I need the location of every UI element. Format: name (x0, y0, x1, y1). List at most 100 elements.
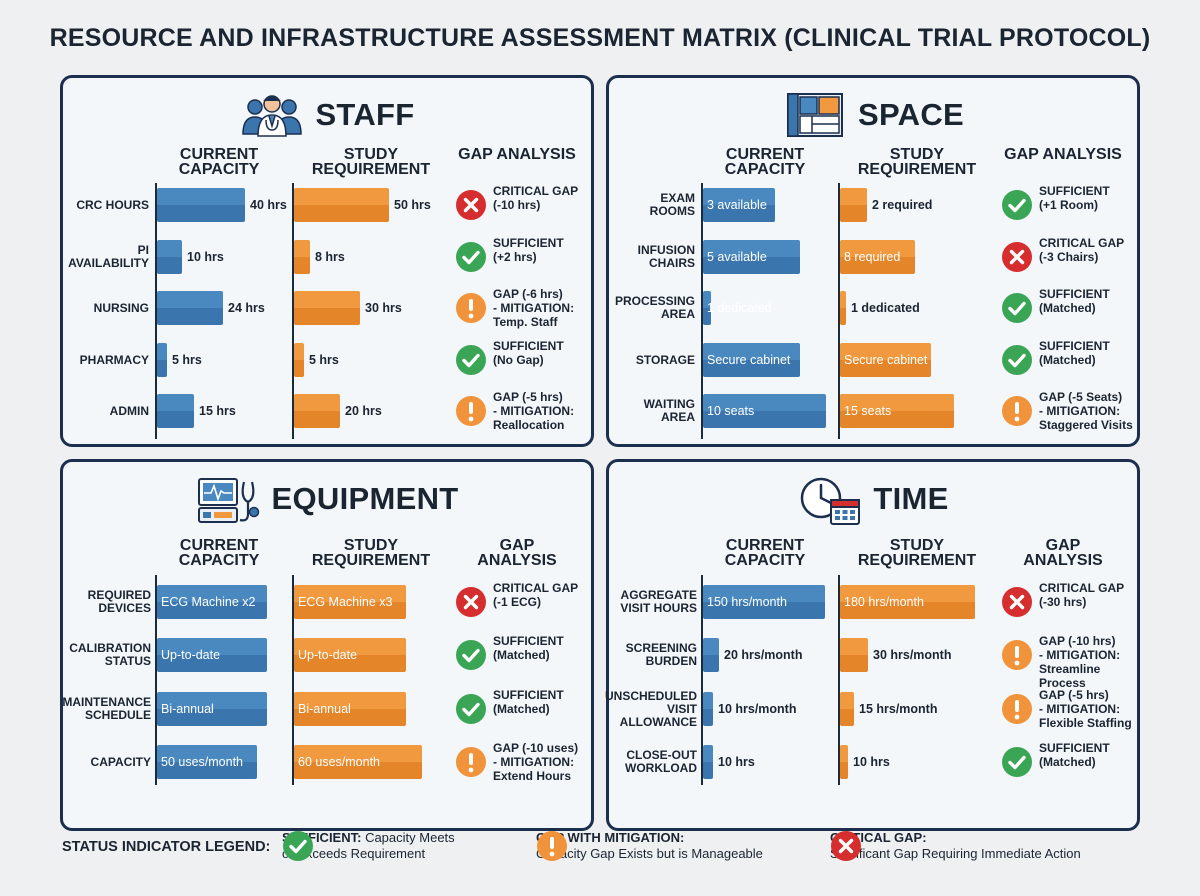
panel-title: EQUIPMENT (271, 481, 459, 516)
gap-analysis-text: SUFFICIENT (+2 hrs) (493, 236, 564, 264)
requirement-value: 1 dedicated (851, 301, 920, 315)
column-header: STUDY REQUIREMENT (857, 146, 977, 178)
panel-title: STAFF (315, 97, 415, 132)
gap-analysis-text: SUFFICIENT (Matched) (493, 688, 564, 716)
column-header: CURRENT CAPACITY (724, 537, 806, 569)
panel-title: TIME (873, 481, 949, 516)
current-bar (703, 638, 719, 672)
gap-analysis-text: SUFFICIENT (+1 Room) (1039, 184, 1110, 212)
gap-analysis-text: SUFFICIENT (Matched) (1039, 339, 1110, 367)
panel-heading: STAFF (63, 92, 591, 138)
current-axis (155, 183, 157, 439)
check-icon (1001, 746, 1033, 778)
requirement-axis (838, 575, 840, 785)
check-icon (455, 693, 487, 725)
panel-heading: SPACE (609, 92, 1137, 138)
current-bar (703, 585, 825, 619)
requirement-value: 15 hrs/month (859, 702, 938, 716)
check-icon (455, 639, 487, 671)
gap-analysis-text: CRITICAL GAP (-10 hrs) (493, 184, 579, 212)
requirement-bar (294, 692, 406, 726)
requirement-bar (294, 638, 406, 672)
legend-desc: Capacity Meets (361, 830, 455, 845)
requirement-bar (840, 585, 975, 619)
requirement-bar (294, 240, 310, 274)
requirement-bar (840, 394, 954, 428)
legend-desc: or Exceeds Requirement (282, 846, 426, 861)
gap-analysis-text: SUFFICIENT (Matched) (1039, 287, 1110, 315)
gap-analysis-text: CRITICAL GAP (-1 ECG) (493, 581, 579, 609)
x-icon (1001, 586, 1033, 618)
requirement-bar (294, 585, 406, 619)
column-header: CURRENT CAPACITY (178, 146, 260, 178)
column-header: STUDY REQUIREMENT (857, 537, 977, 569)
current-axis (155, 575, 157, 785)
current-value: 3 available (707, 198, 767, 212)
requirement-value: 20 hrs (345, 404, 382, 418)
requirement-value: 2 required (872, 198, 933, 212)
current-bar (157, 188, 245, 222)
row-label: REQUIRED DEVICES (87, 588, 151, 615)
check-icon (455, 241, 487, 273)
current-value: 10 hrs (718, 755, 755, 769)
current-bar (157, 585, 267, 619)
requirement-value: 60 uses/month (298, 755, 380, 769)
current-bar (703, 745, 713, 779)
x-icon (455, 586, 487, 618)
gap-analysis-text: GAP (-10 uses) - MITIGATION: Extend Hour… (493, 741, 579, 783)
requirement-bar (840, 343, 931, 377)
legend-item-mitigation: GAP WITH MITIGATION: Capacity Gap Exists … (536, 830, 763, 862)
requirement-bar (840, 240, 915, 274)
row-label: PHARMACY (79, 352, 149, 367)
gap-analysis-text: GAP (-6 hrs) - MITIGATION: Temp. Staff (493, 287, 575, 329)
panel-time: TIME CURRENT CAPACITY STUDY REQUIREMENT GAP… (605, 459, 1140, 831)
monitor-stethoscope-icon (196, 476, 262, 523)
row-label: PROCESSING AREA (614, 294, 695, 321)
current-value: Up-to-date (161, 648, 221, 662)
column-header: GAP ANALYSIS (1004, 146, 1122, 163)
column-header: GAP ANALYSIS (1023, 537, 1103, 569)
legend-title: GAP WITH MITIGATION: (536, 830, 685, 845)
staff-icon (239, 92, 305, 138)
requirement-value: 5 hrs (309, 353, 339, 367)
x-icon (455, 189, 487, 221)
requirement-bar (840, 291, 846, 325)
row-label: EXAM ROOMS (649, 191, 695, 218)
current-value: 10 hrs (187, 250, 224, 264)
current-bar (157, 291, 223, 325)
row-label: SCREENING BURDEN (625, 641, 697, 668)
warning-icon (537, 831, 567, 861)
row-label: CALIBRATION STATUS (69, 641, 151, 668)
legend-desc: Capacity Gap Exists but is Manageable (536, 846, 763, 861)
column-header: CURRENT CAPACITY (178, 537, 260, 569)
current-value: 150 hrs/month (707, 595, 787, 609)
current-value: 5 available (707, 250, 767, 264)
gap-analysis-text: GAP (-10 hrs) - MITIGATION: Streamline P… (1039, 634, 1121, 690)
requirement-value: 15 seats (844, 404, 892, 418)
requirement-value: Bi-annual (298, 702, 351, 716)
current-value: ECG Machine x2 (161, 595, 256, 609)
requirement-axis (838, 183, 840, 439)
row-label: NURSING (93, 300, 149, 315)
requirement-value: Secure cabinet (844, 353, 928, 367)
warning-icon (455, 292, 487, 324)
column-header: CURRENT CAPACITY (724, 146, 806, 178)
panel-space: SPACE CURRENT CAPACITY STUDY REQUIREMENT GA… (606, 75, 1140, 447)
requirement-value: Up-to-date (298, 648, 358, 662)
requirement-value: 8 required (844, 250, 901, 264)
floorplan-icon (782, 92, 848, 138)
requirement-value: 10 hrs (853, 755, 890, 769)
current-value: 40 hrs (250, 198, 287, 212)
warning-icon (1001, 693, 1033, 725)
gap-analysis-text: SUFFICIENT (No Gap) (493, 339, 564, 367)
current-value: 20 hrs/month (724, 648, 803, 662)
requirement-value: 8 hrs (315, 250, 345, 264)
requirement-bar (294, 343, 304, 377)
current-bar (157, 240, 182, 274)
row-label: PI AVAILABILITY (68, 243, 149, 270)
current-value: 15 hrs (199, 404, 236, 418)
gap-analysis-text: GAP (-5 hrs) - MITIGATION: Flexible Staf… (1039, 688, 1132, 730)
current-value: 10 hrs/month (718, 702, 797, 716)
row-label: STORAGE (635, 352, 695, 367)
requirement-value: 30 hrs (365, 301, 402, 315)
